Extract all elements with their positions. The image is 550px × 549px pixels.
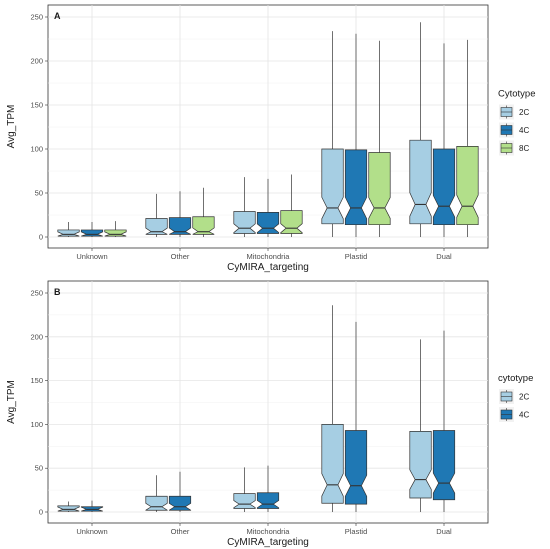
- box-8C: [192, 216, 215, 235]
- y-tick-label: 200: [30, 332, 43, 341]
- x-tick-label: Dual: [436, 252, 452, 261]
- x-tick-label: Plastid: [345, 527, 368, 536]
- box-2C: [409, 139, 432, 225]
- box-8C: [104, 229, 127, 237]
- box-4C: [256, 492, 280, 509]
- box-2C: [409, 431, 432, 499]
- box-2C: [145, 218, 168, 235]
- x-tick-label: Unknown: [76, 252, 107, 261]
- box-8C: [456, 146, 479, 226]
- x-tick-label: Other: [171, 527, 190, 536]
- legend-label: 8C: [519, 144, 529, 153]
- box-2C: [321, 148, 344, 225]
- x-axis-label: CyMIRA_targeting: [227, 262, 309, 273]
- y-tick-label: 50: [35, 189, 43, 198]
- x-tick-label: Mitochondria: [247, 527, 291, 536]
- box-8C: [368, 152, 391, 226]
- y-tick-label: 100: [30, 420, 43, 429]
- y-tick-label: 250: [30, 289, 43, 298]
- box-8C: [280, 210, 303, 234]
- box-4C: [168, 495, 192, 511]
- panel-label: A: [54, 11, 61, 21]
- box-4C: [168, 217, 192, 235]
- box-2C: [233, 211, 256, 234]
- y-tick-label: 100: [30, 145, 43, 154]
- y-axis-label: Avg_TPM: [6, 380, 17, 424]
- box-4C: [432, 148, 456, 226]
- y-axis-label: Avg_TPM: [6, 105, 17, 149]
- y-tick-label: 0: [39, 508, 43, 517]
- box-2C: [321, 424, 344, 504]
- box-2C: [145, 495, 168, 511]
- panel-label: B: [54, 287, 61, 297]
- legend-label: 2C: [519, 393, 529, 402]
- x-tick-label: Mitochondria: [247, 252, 291, 261]
- x-axis-label: CyMIRA_targeting: [227, 537, 309, 548]
- legend: Cytotype 2C 4C 8C: [498, 89, 536, 156]
- chart-panel-A: A 0 50 100 150 200 250 Unknown Other Mitochondria…: [6, 4, 536, 273]
- x-tick-label: Plastid: [345, 252, 368, 261]
- legend-title: cytotype: [498, 373, 533, 384]
- x-tick-label: Dual: [436, 527, 452, 536]
- box-4C: [432, 430, 456, 501]
- box-4C: [80, 229, 104, 237]
- box-2C: [233, 493, 256, 509]
- box-4C: [344, 430, 368, 505]
- chart-panel-B: B 0 50 100 150 200 250 Unknown Other Mitochondria…: [6, 280, 533, 548]
- y-tick-label: 150: [30, 376, 43, 385]
- x-tick-label: Unknown: [76, 527, 107, 536]
- y-tick-label: 50: [35, 464, 43, 473]
- box-4C: [344, 149, 368, 226]
- box-4C: [256, 212, 280, 234]
- legend-label: 4C: [519, 126, 529, 135]
- legend-label: 2C: [519, 108, 529, 117]
- y-tick-label: 250: [30, 13, 43, 22]
- legend-label: 4C: [519, 411, 529, 420]
- x-tick-label: Other: [171, 252, 190, 261]
- box-2C: [57, 229, 80, 237]
- box-2C: [57, 505, 80, 512]
- legend-title: Cytotype: [498, 89, 536, 100]
- y-tick-label: 150: [30, 101, 43, 110]
- legend: cytotype 2C 4C: [498, 373, 533, 422]
- y-tick-label: 200: [30, 57, 43, 66]
- y-tick-label: 0: [39, 233, 43, 242]
